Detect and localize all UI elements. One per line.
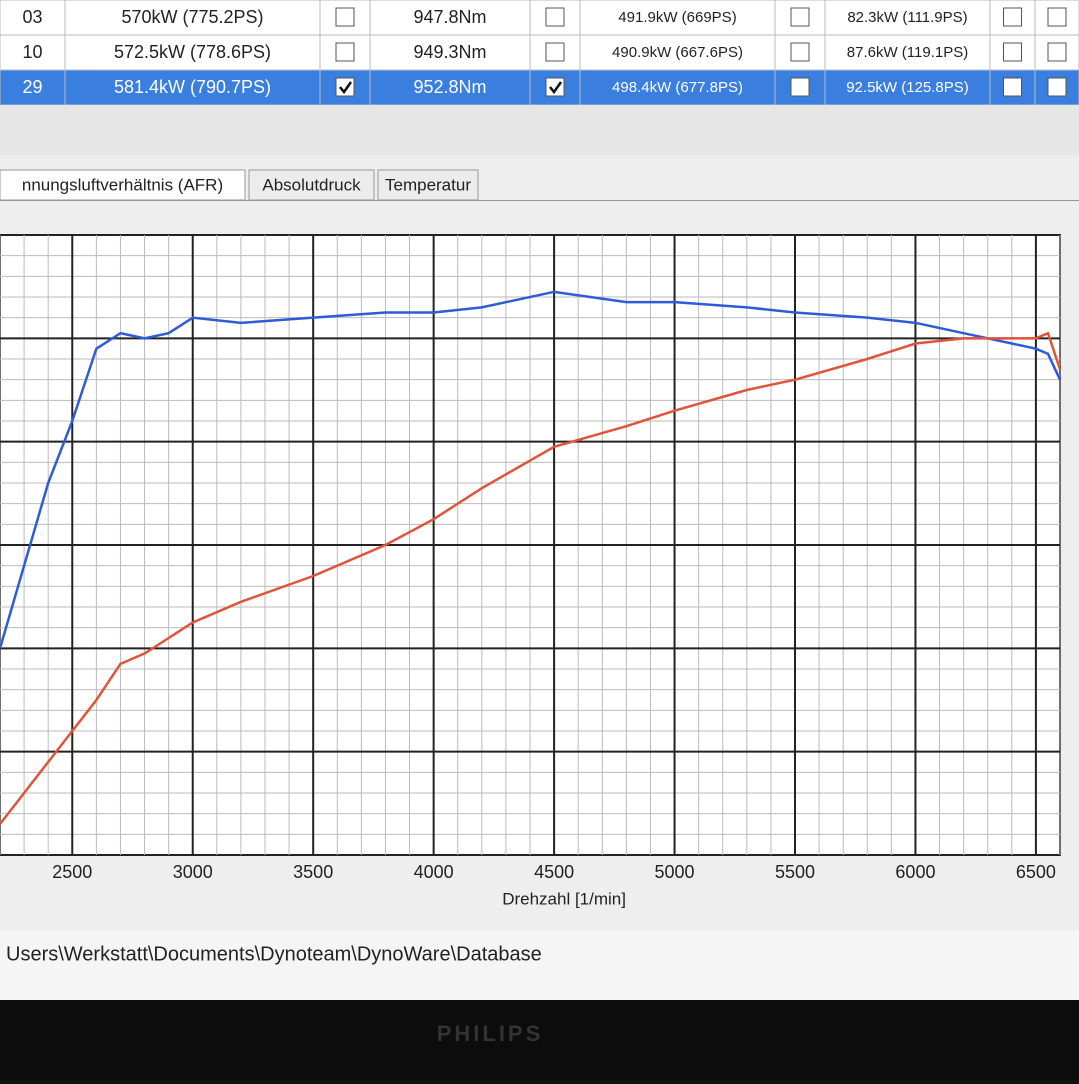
data-line — [0, 331, 1062, 825]
chart: 2500 3000 3500 4000 4500 5000 5500 6000 6500 Dreh… — [0, 234, 1062, 908]
checkbox[interactable] — [335, 7, 355, 27]
tab-bar: nnungsluftverhältnis (AFR) Absolutdruck Te… — [0, 169, 479, 201]
tab[interactable] — [0, 169, 246, 201]
cell-text: 87.6kW (119.1PS) — [847, 44, 968, 61]
bezel — [0, 1000, 1079, 1079]
x-tick-label: 6000 — [895, 862, 935, 882]
x-axis-label: Drehzahl [1/min] — [502, 889, 626, 908]
cell-text: 947.8Nm — [413, 7, 486, 27]
cell-text: 581.4kW (790.7PS) — [114, 77, 271, 97]
tab-label: Temperatur — [385, 175, 471, 194]
cell-text: 10 — [22, 42, 42, 62]
checkbox[interactable] — [545, 77, 565, 97]
results-table: 03 570kW (775.2PS) 947.8Nm 491.9kW (669PS) 8… — [0, 0, 1079, 106]
cell-text: 491.9kW (669PS) — [618, 9, 736, 26]
data-line — [0, 290, 1062, 649]
tab-label: Absolutdruck — [262, 175, 361, 194]
x-tick-label: 4000 — [414, 862, 454, 882]
checkbox[interactable] — [545, 7, 565, 27]
tab[interactable] — [377, 169, 479, 201]
checkbox[interactable] — [1003, 77, 1022, 97]
cell-text: 570kW (775.2PS) — [121, 7, 263, 27]
status-bar — [0, 930, 1079, 1000]
status-path: Users\Werkstatt\Documents\Dynoteam\DynoW… — [6, 943, 542, 965]
checkbox[interactable] — [1003, 7, 1022, 27]
cell-text: 498.4kW (677.8PS) — [612, 79, 743, 96]
x-tick-label: 2500 — [52, 862, 92, 882]
x-tick-label: 6500 — [1016, 862, 1056, 882]
cell-text: 29 — [22, 77, 42, 97]
checkbox[interactable] — [335, 42, 355, 62]
tab[interactable] — [248, 169, 375, 201]
tab-label: nnungsluftverhältnis (AFR) — [22, 175, 223, 194]
x-tick-label: 3500 — [293, 862, 333, 882]
x-tick-label: 4500 — [534, 862, 574, 882]
brand: PHILIPS — [437, 1021, 544, 1046]
x-tick-label: 3000 — [173, 862, 213, 882]
checkbox[interactable] — [545, 42, 565, 62]
x-tick-label: 5000 — [655, 862, 695, 882]
cell-text: 03 — [22, 7, 42, 27]
tab-line — [0, 200, 1079, 201]
separator — [0, 105, 1079, 155]
table-row[interactable] — [0, 69, 1079, 106]
cell-text: 572.5kW (778.6PS) — [114, 42, 271, 62]
checkmark — [339, 81, 353, 95]
checkbox[interactable] — [335, 77, 355, 97]
checkbox[interactable] — [1047, 77, 1067, 97]
cell-text: 949.3Nm — [413, 42, 486, 62]
cell-text: 82.3kW (111.9PS) — [847, 9, 967, 26]
checkbox[interactable] — [1003, 42, 1022, 62]
checkbox[interactable] — [1047, 42, 1067, 62]
checkbox[interactable] — [790, 77, 810, 97]
checkbox[interactable] — [790, 7, 810, 27]
checkbox[interactable] — [1047, 7, 1067, 27]
cell-text: 92.5kW (125.8PS) — [846, 79, 969, 96]
x-tick-label: 5500 — [775, 862, 815, 882]
cell-text: 490.9kW (667.6PS) — [612, 44, 743, 61]
checkmark — [549, 81, 563, 95]
cell-text: 952.8Nm — [413, 77, 486, 97]
table-row[interactable] — [0, 34, 1079, 71]
checkbox[interactable] — [790, 42, 810, 62]
